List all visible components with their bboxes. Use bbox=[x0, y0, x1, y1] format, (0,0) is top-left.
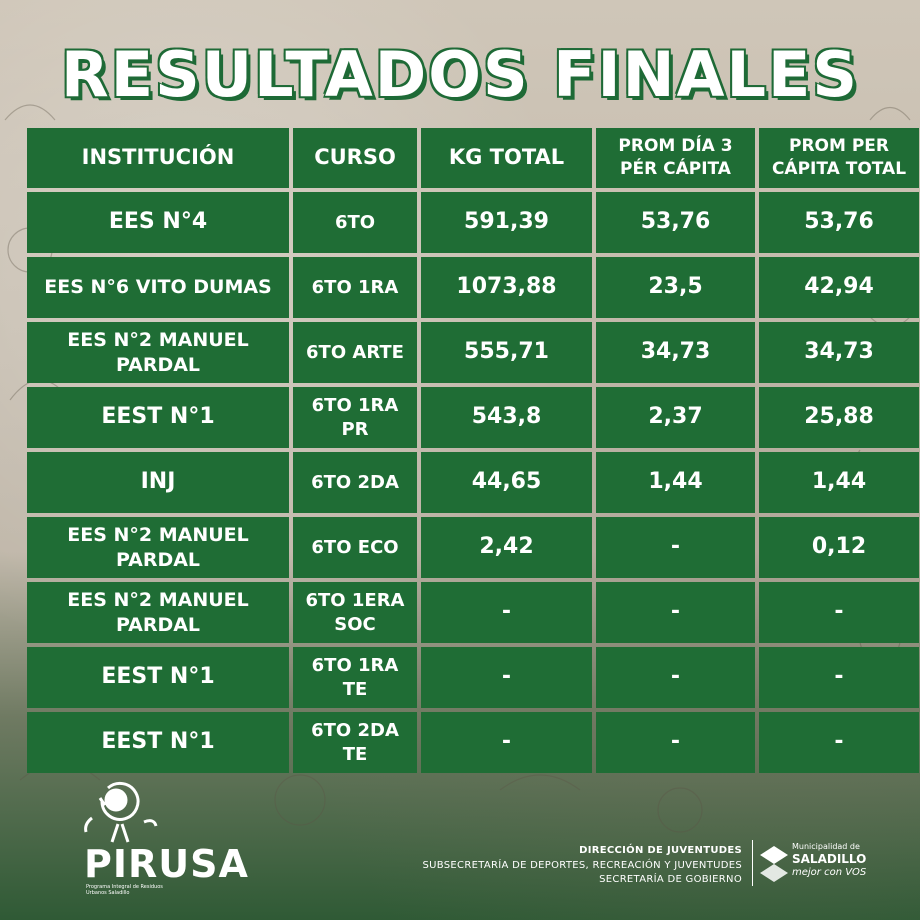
cell-kg-total: - bbox=[421, 647, 592, 708]
program-subtitle: Programa Integral de Residuos Urbanos Sa… bbox=[86, 884, 163, 896]
cell-curso: 6TO ECO bbox=[293, 517, 417, 578]
cell-prom-dia-3: - bbox=[596, 582, 755, 643]
cell-prom-total: 42,94 bbox=[759, 257, 919, 318]
cell-prom-dia-3: 1,44 bbox=[596, 452, 755, 513]
cell-kg-total: - bbox=[421, 582, 592, 643]
cell-prom-dia-3: - bbox=[596, 517, 755, 578]
results-table: INSTITUCIÓN CURSO KG TOTAL PROM DÍA 3 PÉ… bbox=[27, 128, 919, 773]
header-prom-dia-3: PROM DÍA 3 PÉR CÁPITA bbox=[596, 128, 755, 188]
cell-kg-total: - bbox=[421, 712, 592, 773]
credit-line-2: SUBSECRETARÍA DE DEPORTES, RECREACIÓN Y … bbox=[422, 859, 742, 871]
cell-curso: 6TO 1RA bbox=[293, 257, 417, 318]
page-title: RESULTADOS FINALES bbox=[60, 38, 859, 111]
cell-institucion: EEST N°1 bbox=[27, 647, 289, 708]
credit-line-3: SECRETARÍA DE GOBIERNO bbox=[599, 874, 742, 885]
cell-kg-total: 543,8 bbox=[421, 387, 592, 448]
cell-institucion: EES N°4 bbox=[27, 192, 289, 253]
municipality-name: SALADILLO bbox=[792, 852, 867, 866]
cell-kg-total: 1073,88 bbox=[421, 257, 592, 318]
header-curso: CURSO bbox=[293, 128, 417, 188]
cell-prom-total: 1,44 bbox=[759, 452, 919, 513]
cell-prom-dia-3: - bbox=[596, 647, 755, 708]
cell-kg-total: 555,71 bbox=[421, 322, 592, 383]
cell-prom-dia-3: 23,5 bbox=[596, 257, 755, 318]
cell-curso: 6TO 1RA TE bbox=[293, 647, 417, 708]
header-institucion: INSTITUCIÓN bbox=[27, 128, 289, 188]
cell-institucion: EEST N°1 bbox=[27, 387, 289, 448]
cell-prom-total: 25,88 bbox=[759, 387, 919, 448]
cell-institucion: INJ bbox=[27, 452, 289, 513]
cell-prom-total: - bbox=[759, 582, 919, 643]
cell-curso: 6TO 2DA TE bbox=[293, 712, 417, 773]
credits: DIRECCIÓN DE JUVENTUDES SUBSECRETARÍA DE… bbox=[423, 844, 742, 888]
cell-prom-dia-3: 53,76 bbox=[596, 192, 755, 253]
cell-prom-total: 0,12 bbox=[759, 517, 919, 578]
cell-kg-total: 2,42 bbox=[421, 517, 592, 578]
cell-institucion: EES N°2 MANUEL PARDAL bbox=[27, 582, 289, 643]
header-kg-total: KG TOTAL bbox=[421, 128, 592, 188]
cell-institucion: EES N°6 VITO DUMAS bbox=[27, 257, 289, 318]
header-prom-per-capita: PROM PER CÁPITA TOTAL bbox=[759, 128, 919, 188]
cell-kg-total: 44,65 bbox=[421, 452, 592, 513]
municipality-block: Municipalidad de SALADILLO mejor con VOS bbox=[792, 842, 866, 880]
cell-institucion: EES N°2 MANUEL PARDAL bbox=[27, 322, 289, 383]
cell-prom-dia-3: - bbox=[596, 712, 755, 773]
credit-line-1: DIRECCIÓN DE JUVENTUDES bbox=[579, 845, 742, 856]
municipality-prefix: Municipalidad de bbox=[792, 842, 860, 851]
cell-institucion: EES N°2 MANUEL PARDAL bbox=[27, 517, 289, 578]
municipality-logo-icon bbox=[760, 846, 788, 882]
cell-curso: 6TO bbox=[293, 192, 417, 253]
cell-prom-total: - bbox=[759, 712, 919, 773]
cell-curso: 6TO 1RA PR bbox=[293, 387, 417, 448]
municipality-slogan: mejor con VOS bbox=[792, 867, 867, 878]
cell-prom-dia-3: 2,37 bbox=[596, 387, 755, 448]
cell-curso: 6TO 1ERA SOC bbox=[293, 582, 417, 643]
cell-curso: 6TO ARTE bbox=[293, 322, 417, 383]
cell-prom-total: 53,76 bbox=[759, 192, 919, 253]
cell-institucion: EEST N°1 bbox=[27, 712, 289, 773]
footer-divider bbox=[752, 840, 753, 886]
cell-prom-total: 34,73 bbox=[759, 322, 919, 383]
program-name: PIRUSA bbox=[84, 842, 249, 886]
pirusa-logo-icon bbox=[84, 781, 158, 843]
cell-prom-total: - bbox=[759, 647, 919, 708]
cell-prom-dia-3: 34,73 bbox=[596, 322, 755, 383]
cell-curso: 6TO 2DA bbox=[293, 452, 417, 513]
cell-kg-total: 591,39 bbox=[421, 192, 592, 253]
